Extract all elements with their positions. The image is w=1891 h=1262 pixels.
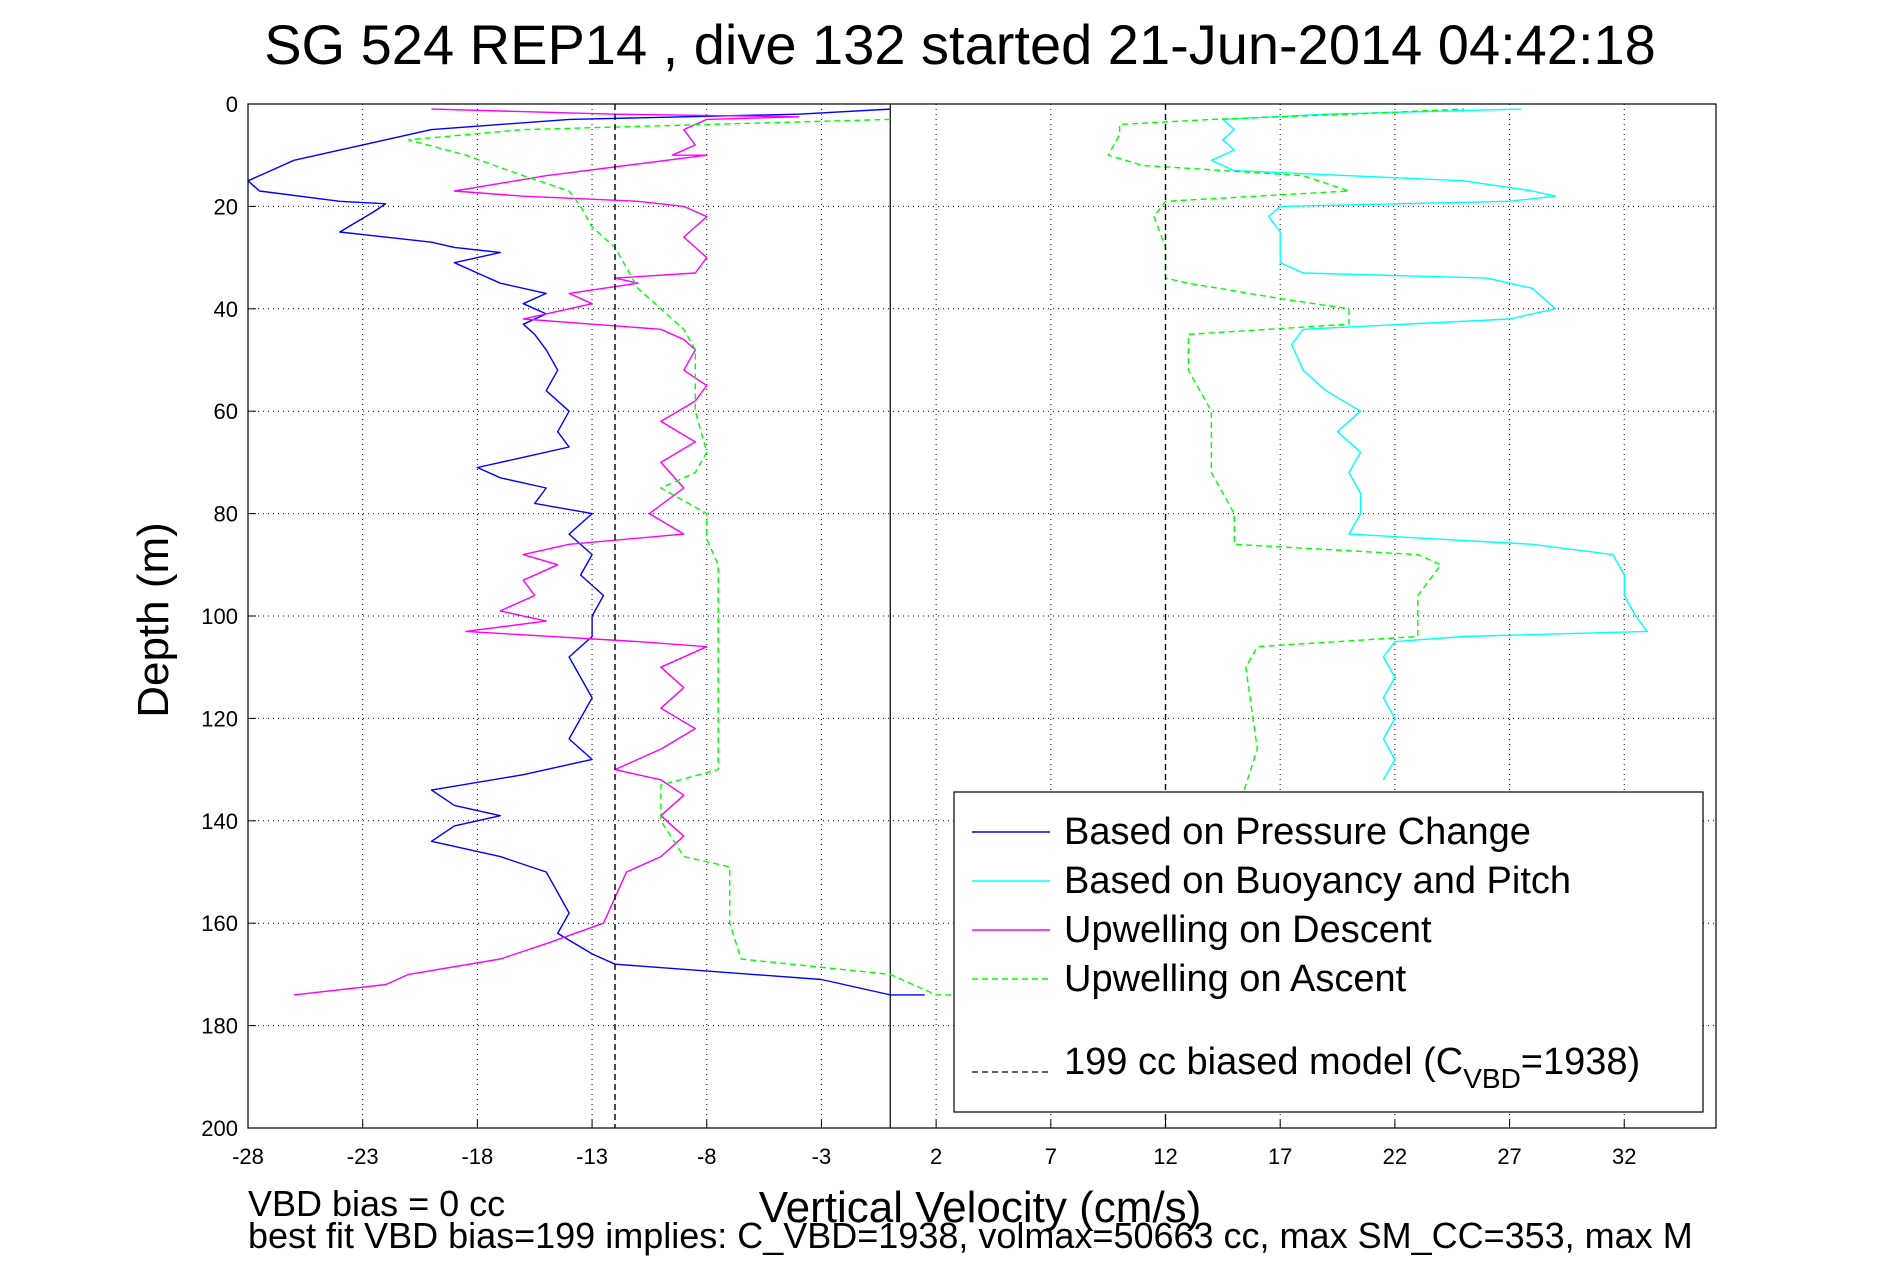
- series-group: [247, 104, 1648, 1128]
- x-tick-label: -8: [697, 1144, 717, 1169]
- series-line-0: [247, 108, 925, 996]
- x-tick-label: 27: [1497, 1144, 1521, 1169]
- x-tick-label: -23: [347, 1144, 379, 1169]
- legend-label: Based on Buoyancy and Pitch: [1064, 860, 1571, 902]
- x-tick-label: 32: [1612, 1144, 1636, 1169]
- y-tick-label: 140: [201, 809, 238, 834]
- y-tick-label: 120: [201, 706, 238, 731]
- best-fit-note: best fit VBD bias=199 implies: C_VBD=193…: [248, 1215, 1693, 1256]
- vbd-bias-note: VBD bias = 0 cc: [248, 1183, 505, 1224]
- series-line-1: [1210, 108, 1648, 781]
- series-line-2: [293, 108, 800, 996]
- x-tick-label: -3: [812, 1144, 832, 1169]
- plot-frame: [247, 103, 1717, 1129]
- x-tick-label: -18: [461, 1144, 493, 1169]
- ticks: -28 -23 -18 -13 -8 -3 2 7 12 17 22 27 32020406080100…: [201, 92, 1636, 1169]
- y-tick-label: 80: [214, 502, 238, 527]
- x-tick-label: 22: [1383, 1144, 1407, 1169]
- y-tick-label: 40: [214, 297, 238, 322]
- legend-label: Upwelling on Descent: [1064, 909, 1432, 951]
- y-tick-label: 20: [214, 194, 238, 219]
- x-tick-label: -28: [232, 1144, 264, 1169]
- legend-label-biased-model: 199 cc biased model (CVBD=1938): [1064, 1041, 1640, 1094]
- series-line-3: [407, 108, 1464, 1027]
- y-tick-label: 60: [214, 399, 238, 424]
- legend-label: Upwelling on Ascent: [1064, 958, 1407, 1000]
- y-tick-label: 200: [201, 1116, 238, 1141]
- y-axis-label: Depth (m): [129, 522, 178, 718]
- chart-title: SG 524 REP14 , dive 132 started 21-Jun-2…: [264, 13, 1656, 76]
- legend: Based on Pressure Change Based on Buoyanc…: [953, 791, 1704, 1113]
- x-tick-label: 12: [1153, 1144, 1177, 1169]
- y-tick-label: 160: [201, 911, 238, 936]
- legend-box: [953, 791, 1704, 1113]
- x-tick-label: -13: [576, 1144, 608, 1169]
- y-tick-label: 0: [226, 92, 238, 117]
- x-tick-label: 7: [1045, 1144, 1057, 1169]
- y-tick-label: 100: [201, 604, 238, 629]
- x-tick-label: 2: [930, 1144, 942, 1169]
- legend-label: Based on Pressure Change: [1064, 811, 1531, 853]
- x-axis-label: Vertical Velocity (cm/s): [759, 1183, 1202, 1232]
- y-tick-label: 180: [201, 1014, 238, 1039]
- x-tick-label: 17: [1268, 1144, 1292, 1169]
